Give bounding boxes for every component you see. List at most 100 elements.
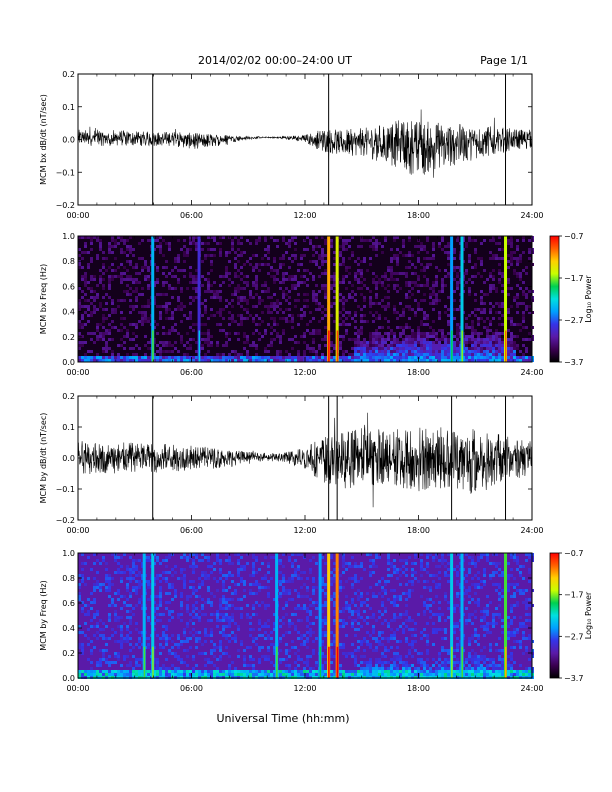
spectrogram-cell [297, 568, 300, 571]
spectrogram-cell [273, 308, 276, 311]
spectrogram-cell [255, 314, 258, 317]
spectrogram-cell [366, 347, 369, 350]
spectrogram-cell [357, 245, 360, 248]
spectrogram-cell [117, 329, 120, 332]
spectrogram-cell [294, 305, 297, 308]
spectrogram-cell [330, 640, 333, 643]
spectrogram-cell [420, 308, 423, 311]
spectrogram-cell [285, 580, 288, 583]
spectrogram-cell [96, 622, 99, 625]
spectrogram-cell [375, 350, 378, 353]
spectrogram-cell [111, 350, 114, 353]
spectrogram-cell [96, 239, 99, 242]
spectrogram-cell [357, 281, 360, 284]
spectrogram-cell [378, 281, 381, 284]
spectrogram-cell [276, 299, 279, 302]
spectrogram-cell [423, 284, 426, 287]
spectrogram-cell [447, 574, 450, 577]
spectrogram-cell [456, 281, 459, 284]
spectrogram-cell [171, 344, 174, 347]
spectrogram-cell [207, 565, 210, 568]
spectrogram-cell [219, 655, 222, 658]
spectrogram-cell [213, 296, 216, 299]
spectrogram-cell [456, 661, 459, 664]
spectrogram-cell [177, 281, 180, 284]
spectrogram-cell [117, 571, 120, 574]
spectrogram-cell [258, 628, 261, 631]
spectrogram-cell [324, 655, 327, 658]
spectrogram-cell [417, 251, 420, 254]
spectrogram-cell [162, 559, 165, 562]
spectrogram-cell [396, 356, 399, 359]
spectrogram-cell [240, 353, 243, 356]
spectrogram-cell [255, 242, 258, 245]
spectrogram-cell [384, 673, 387, 676]
spectrogram-cell [162, 664, 165, 667]
spectrogram-cell [156, 305, 159, 308]
spectrogram-cell [474, 251, 477, 254]
spectrogram-cell [228, 586, 231, 589]
spectrogram-cell [210, 335, 213, 338]
spectrogram-cell [207, 284, 210, 287]
spectrogram-cell [207, 290, 210, 293]
spectrogram-cell [219, 296, 222, 299]
spectrogram-cell [84, 622, 87, 625]
spectrogram-cell [237, 260, 240, 263]
spectrogram-cell [186, 347, 189, 350]
spectrogram-cell [294, 625, 297, 628]
spectrogram-cell [498, 332, 501, 335]
spectrogram-cell [465, 607, 468, 610]
spectrogram-cell [261, 299, 264, 302]
spectrogram-cell [174, 341, 177, 344]
spectrogram-cell [219, 670, 222, 673]
spectrogram-cell [429, 598, 432, 601]
spectrogram-cell [321, 359, 324, 362]
spectrogram-cell [270, 332, 273, 335]
spectrogram-cell [240, 272, 243, 275]
spectrogram-cell [405, 347, 408, 350]
spectrogram-cell [378, 344, 381, 347]
spectrogram-cell [96, 664, 99, 667]
spectrogram-cell [393, 664, 396, 667]
spectrogram-cell [90, 667, 93, 670]
spectrogram-cell [297, 592, 300, 595]
spectrogram-cell [255, 278, 258, 281]
spectrogram-cell [87, 577, 90, 580]
spectrogram-cell [513, 359, 516, 362]
spectrogram-cell [480, 344, 483, 347]
spectrogram-cell [201, 604, 204, 607]
spectrogram-cell [213, 568, 216, 571]
spectrogram-cell [279, 266, 282, 269]
spectrogram-cell [267, 287, 270, 290]
spectrogram-cell [435, 275, 438, 278]
spectrogram-cell [225, 598, 228, 601]
spectrogram-cell [126, 628, 129, 631]
spectrogram-cell [390, 332, 393, 335]
spectrogram-cell [399, 613, 402, 616]
spectrogram-cell [297, 631, 300, 634]
spectrogram-cell [426, 356, 429, 359]
spectrogram-cell [171, 583, 174, 586]
spectrogram-cell [252, 670, 255, 673]
spectrogram-cell [444, 664, 447, 667]
spectrogram-cell [375, 658, 378, 661]
spectrogram-cell [258, 646, 261, 649]
spectrogram-cell [456, 595, 459, 598]
spectrogram-cell [435, 673, 438, 676]
spectrogram-cell [159, 589, 162, 592]
spectrogram-cell [102, 359, 105, 362]
spectrogram-cell [210, 631, 213, 634]
spectrogram-cell [366, 320, 369, 323]
spectrogram-cell [405, 272, 408, 275]
spectrogram-cell [222, 625, 225, 628]
spectrogram-cell [177, 667, 180, 670]
spectrogram-cell [141, 634, 144, 637]
spectrogram-cell [129, 359, 132, 362]
spectrogram-cell [417, 661, 420, 664]
spectrogram-cell [243, 341, 246, 344]
spectrogram-cell [246, 341, 249, 344]
spectrogram-cell [243, 275, 246, 278]
spectrogram-cell [237, 359, 240, 362]
spectrogram-cell [255, 353, 258, 356]
spectrogram-cell [399, 302, 402, 305]
